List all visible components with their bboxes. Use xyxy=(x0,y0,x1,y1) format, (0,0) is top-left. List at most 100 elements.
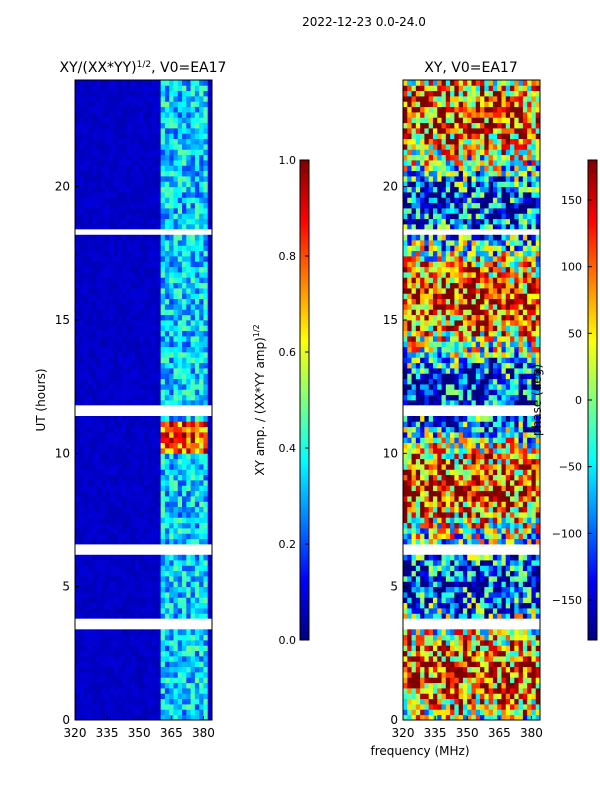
amplitude-cell xyxy=(203,474,209,481)
amplitude-cell xyxy=(190,672,196,678)
amplitude-cell xyxy=(199,138,204,145)
amplitude-cell xyxy=(152,512,157,518)
phase-cell xyxy=(510,661,515,668)
amplitude-cell xyxy=(164,165,170,172)
amplitude-cell xyxy=(186,656,191,662)
amplitude-cell xyxy=(79,394,84,401)
amplitude-cell xyxy=(134,112,140,118)
amplitude-cell xyxy=(87,138,93,145)
phase-cell xyxy=(424,528,430,534)
phase-cell xyxy=(475,661,481,668)
amplitude-cell xyxy=(199,181,204,188)
amplitude-cell xyxy=(160,144,166,150)
phase-cell xyxy=(403,672,408,678)
x-tick-label: 365 xyxy=(160,726,183,740)
amplitude-cell xyxy=(104,138,110,145)
phase-cell xyxy=(514,602,519,609)
amplitude-cell xyxy=(147,240,153,246)
amplitude-cell xyxy=(147,304,153,310)
amplitude-cell xyxy=(186,501,191,508)
phase-cell xyxy=(432,501,438,508)
phase-cell xyxy=(441,661,447,668)
amplitude-cell xyxy=(134,320,140,326)
phase-cell xyxy=(514,501,519,508)
amplitude-cell xyxy=(186,506,191,513)
phase-cell xyxy=(471,474,477,481)
amplitude-cell xyxy=(100,426,106,433)
amplitude-cell xyxy=(126,538,132,545)
amplitude-cell xyxy=(143,565,149,572)
phase-cell xyxy=(424,506,430,513)
amplitude-cell xyxy=(83,554,89,561)
amplitude-cell xyxy=(203,448,209,454)
amplitude-cell xyxy=(173,208,179,214)
amplitude-cell xyxy=(182,565,187,572)
phase-cell xyxy=(445,554,451,561)
amplitude-cell xyxy=(190,656,196,662)
amplitude-cell xyxy=(87,528,93,534)
amplitude-cell xyxy=(190,677,196,684)
amplitude-cell xyxy=(160,218,166,225)
amplitude-cell xyxy=(134,533,140,540)
amplitude-cell xyxy=(113,565,119,572)
amplitude-cell xyxy=(117,586,123,593)
amplitude-cell xyxy=(173,608,179,614)
amplitude-cell xyxy=(190,154,196,161)
phase-cell xyxy=(467,698,472,705)
phase-cell xyxy=(522,586,528,593)
amplitude-cell xyxy=(173,138,179,145)
amplitude-cell xyxy=(169,224,174,230)
amplitude-cell xyxy=(160,586,166,593)
amplitude-cell xyxy=(143,432,149,438)
phase-cell xyxy=(415,474,421,481)
amplitude-cell xyxy=(164,650,170,657)
amplitude-cell xyxy=(182,112,187,118)
phase-cell xyxy=(437,506,442,513)
amplitude-cell xyxy=(160,341,166,348)
amplitude-cell xyxy=(156,458,162,465)
amplitude-cell xyxy=(139,400,144,406)
amplitude-cell xyxy=(139,677,144,684)
amplitude-cell xyxy=(130,661,136,668)
phase-cell xyxy=(454,586,460,593)
amplitude-cell xyxy=(156,400,162,406)
phase-cell xyxy=(428,682,434,689)
amplitude-cell xyxy=(190,581,196,588)
amplitude-cell xyxy=(164,448,170,454)
amplitude-cell xyxy=(186,464,191,470)
amplitude-cell xyxy=(83,672,89,678)
amplitude-cell xyxy=(117,80,123,86)
amplitude-cell xyxy=(147,208,153,214)
amplitude-cell xyxy=(194,272,200,278)
amplitude-cell xyxy=(203,389,209,396)
amplitude-cell xyxy=(100,480,106,486)
amplitude-cell xyxy=(194,389,200,396)
amplitude-cell xyxy=(75,656,80,662)
amplitude-cell xyxy=(156,352,162,358)
amplitude-cell xyxy=(199,144,204,150)
amplitude-cell xyxy=(177,144,183,150)
phase-cell xyxy=(531,496,537,502)
phase-cell xyxy=(527,698,532,705)
amplitude-cell xyxy=(186,170,191,177)
amplitude-cell xyxy=(113,501,119,508)
phase-cell xyxy=(407,522,412,529)
amplitude-cell xyxy=(100,325,106,332)
amplitude-cell xyxy=(164,218,170,225)
amplitude-cell xyxy=(139,453,144,460)
amplitude-cell xyxy=(194,181,200,188)
phase-cell xyxy=(535,565,540,572)
phase-cell xyxy=(424,666,430,673)
amplitude-cell xyxy=(79,208,84,214)
phase-cell xyxy=(415,666,421,673)
amplitude-cell xyxy=(83,469,89,476)
phase-cell xyxy=(492,640,498,646)
amplitude-cell xyxy=(186,186,191,193)
amplitude-cell xyxy=(152,453,157,460)
amplitude-cell xyxy=(92,192,97,198)
amplitude-cell xyxy=(182,474,187,481)
amplitude-cell xyxy=(186,528,191,534)
phase-cell xyxy=(403,613,408,620)
phase-cell xyxy=(475,490,481,497)
phase-cell xyxy=(454,640,460,646)
